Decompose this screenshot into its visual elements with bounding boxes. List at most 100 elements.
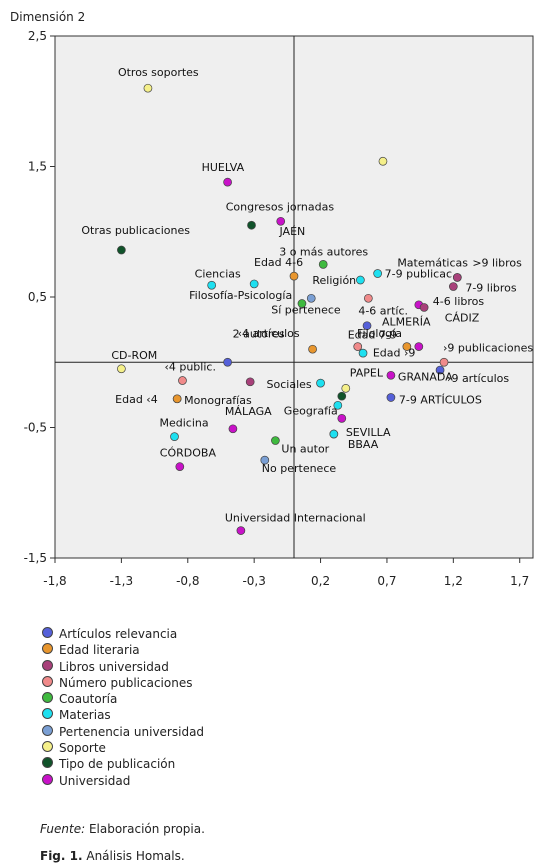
point-coautoria <box>271 436 280 445</box>
point-libros <box>448 282 458 291</box>
point-label: Edad ‹4 <box>115 393 158 406</box>
point-label: CÓRDOBA <box>160 447 217 460</box>
point-label: CÁDIZ <box>445 312 480 325</box>
point-label: ›9 publicaciones <box>443 341 533 354</box>
legend-label: Pertenencia universidad <box>59 724 205 739</box>
x-tick-label: 1,7 <box>510 574 529 588</box>
point-libros <box>452 273 462 282</box>
x-tick-label: -1,8 <box>43 574 66 588</box>
legend-label: Tipo de publicación <box>59 757 176 772</box>
point-coautoria <box>297 299 307 308</box>
point-label: Edad ›9 <box>373 347 416 360</box>
point-label: SEVILLA <box>346 426 391 439</box>
legend-item-numero: Número publicaciones <box>42 675 204 691</box>
point-label: ›9 artículos <box>447 372 509 385</box>
point-label: 7-9 publicac. <box>385 268 456 281</box>
point-soporte <box>117 364 126 374</box>
legend-label: Número publicaciones <box>59 675 193 690</box>
point-soporte <box>143 83 153 93</box>
point-edad <box>172 394 182 404</box>
legend-item-soporte: Soporte <box>42 740 204 756</box>
point-materias <box>358 348 368 358</box>
legend-label: Libros universidad <box>59 659 169 674</box>
legend-swatch <box>42 741 53 753</box>
point-numero <box>439 357 449 367</box>
point-materias <box>356 275 365 285</box>
x-tick-label: 0,7 <box>377 574 396 588</box>
point-label: Sociales <box>267 378 312 391</box>
y-tick-label: -1,5 <box>24 551 47 565</box>
legend-item-materias: Materias <box>42 707 204 723</box>
point-pertenencia <box>260 455 270 465</box>
point-edad <box>402 342 412 351</box>
point-label: Sí pertenece <box>271 303 341 316</box>
figure-caption: Fig. 1. Análisis Homals. <box>40 849 185 863</box>
point-materias <box>249 279 259 289</box>
point-label: Otras publicaciones <box>81 224 190 237</box>
point-edad <box>308 344 317 354</box>
legend-item-pertenencia: Pertenencia universidad <box>42 724 204 740</box>
point-numero <box>364 293 373 303</box>
point-label: 7-9 libros <box>465 282 517 295</box>
point-libros <box>245 377 255 387</box>
legend: Artículos relevancia Edad literaria Libros… <box>42 626 204 789</box>
source-text: Elaboración propia. <box>85 822 205 836</box>
legend-label: Edad literaria <box>59 643 140 658</box>
point-materias <box>333 400 343 410</box>
point-label: Geografía <box>284 404 338 417</box>
legend-swatch <box>42 773 53 785</box>
point-label: ‹4 artículos <box>238 327 300 340</box>
point-tipo <box>247 220 256 230</box>
legend-swatch <box>42 757 53 769</box>
y-tick-label: 1,5 <box>28 160 47 174</box>
point-label: HUELVA <box>202 161 245 174</box>
point-tipo <box>337 391 347 401</box>
caption-label: Fig. 1. <box>40 849 83 863</box>
source-note: Fuente: Elaboración propia. <box>40 822 205 836</box>
point-libros <box>419 303 429 312</box>
point-tipo <box>117 245 126 255</box>
point-label: Filología <box>357 327 402 340</box>
point-label: CD-ROM <box>111 349 157 362</box>
legend-label: Soporte <box>59 741 106 756</box>
point-numero <box>353 342 363 351</box>
point-label: Monografías <box>184 394 252 407</box>
point-label: GRANADA <box>398 370 453 383</box>
point-label: Ciencias <box>195 267 241 280</box>
y-tick-label: 2,5 <box>28 29 47 43</box>
source-label: Fuente: <box>40 822 86 836</box>
x-tick-label: 1,2 <box>444 574 463 588</box>
point-label: Universidad Internacional <box>225 512 366 525</box>
point-universidad <box>228 424 238 434</box>
point-articulos <box>435 365 445 375</box>
legend-swatch <box>42 692 53 704</box>
x-tick-label: 0,2 <box>311 574 330 588</box>
point-soporte <box>378 156 388 166</box>
point-label: >9 libros <box>472 256 522 269</box>
point-label: 4-6 artíc. <box>358 304 408 317</box>
chart: 2,5 1,5 0,5 -0,5 -1,5 -1,8 -1,3 -0,8 -0,3 0,2 0,7 1… <box>10 10 534 588</box>
point-label: Filosofía-Psicología <box>189 289 292 302</box>
point-articulos <box>223 357 232 367</box>
caption-text: Análisis Homals. <box>82 849 185 863</box>
point-label: Matemáticas <box>397 256 468 269</box>
point-label: BBAA <box>348 438 379 451</box>
legend-item-libros: Libros universidad <box>42 659 204 675</box>
point-label: Edad 7-9 <box>348 329 397 342</box>
point-materias <box>170 432 179 441</box>
point-label: Congresos jornadas <box>226 200 335 213</box>
point-label: ‹4 public. <box>164 361 216 374</box>
point-materias <box>329 429 339 439</box>
point-label: JAÉN <box>279 225 306 238</box>
point-universidad <box>337 414 347 423</box>
legend-item-coautoria: Coautoría <box>42 691 204 707</box>
legend-swatch <box>42 659 53 671</box>
point-universidad <box>414 342 424 351</box>
legend-label: Artículos relevancia <box>59 627 178 641</box>
legend-swatch <box>42 675 53 687</box>
point-universidad <box>175 462 185 471</box>
legend-swatch <box>42 627 53 638</box>
legend-label: Materias <box>59 708 111 723</box>
point-label: 2 autores <box>233 327 285 340</box>
point-numero <box>178 376 187 385</box>
